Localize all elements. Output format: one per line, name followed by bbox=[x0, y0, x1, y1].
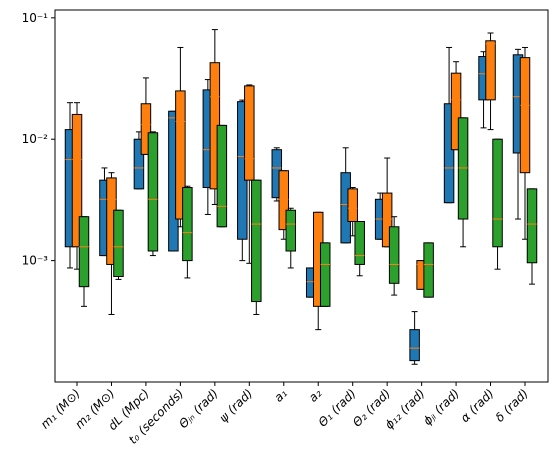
x-tick-label: δ (rad) bbox=[493, 386, 531, 424]
y-tick-label: 10⁻³ bbox=[22, 254, 49, 268]
box bbox=[354, 220, 365, 265]
box bbox=[526, 188, 538, 264]
x-tick-label: α (rad) bbox=[458, 386, 497, 425]
box bbox=[347, 188, 358, 222]
x-tick-label: a₂ bbox=[306, 386, 325, 405]
box bbox=[113, 209, 124, 277]
x-tick-label: a₁ bbox=[271, 386, 290, 405]
box bbox=[519, 57, 531, 174]
box bbox=[485, 40, 496, 101]
x-tick-label: ψ (rad) bbox=[217, 386, 256, 425]
box bbox=[278, 170, 290, 231]
box bbox=[78, 216, 90, 288]
box bbox=[71, 113, 83, 248]
y-tick-label: 10⁻¹ bbox=[22, 11, 49, 25]
box bbox=[443, 103, 455, 204]
box bbox=[147, 132, 159, 252]
box bbox=[381, 192, 393, 248]
box bbox=[285, 209, 297, 252]
box bbox=[251, 179, 262, 303]
box bbox=[423, 242, 434, 298]
box bbox=[244, 85, 255, 181]
box bbox=[216, 124, 228, 228]
plot-frame bbox=[54, 9, 549, 383]
box bbox=[388, 226, 400, 284]
box bbox=[492, 138, 503, 248]
y-tick-label: 10⁻² bbox=[22, 132, 49, 146]
box bbox=[319, 242, 331, 307]
box bbox=[450, 72, 462, 151]
x-tick-label: ϕⱼₗ (rad) bbox=[420, 386, 462, 428]
box bbox=[182, 187, 193, 262]
box bbox=[175, 90, 186, 220]
box bbox=[133, 138, 145, 190]
box bbox=[457, 117, 469, 220]
box bbox=[140, 103, 152, 155]
box bbox=[409, 329, 420, 362]
